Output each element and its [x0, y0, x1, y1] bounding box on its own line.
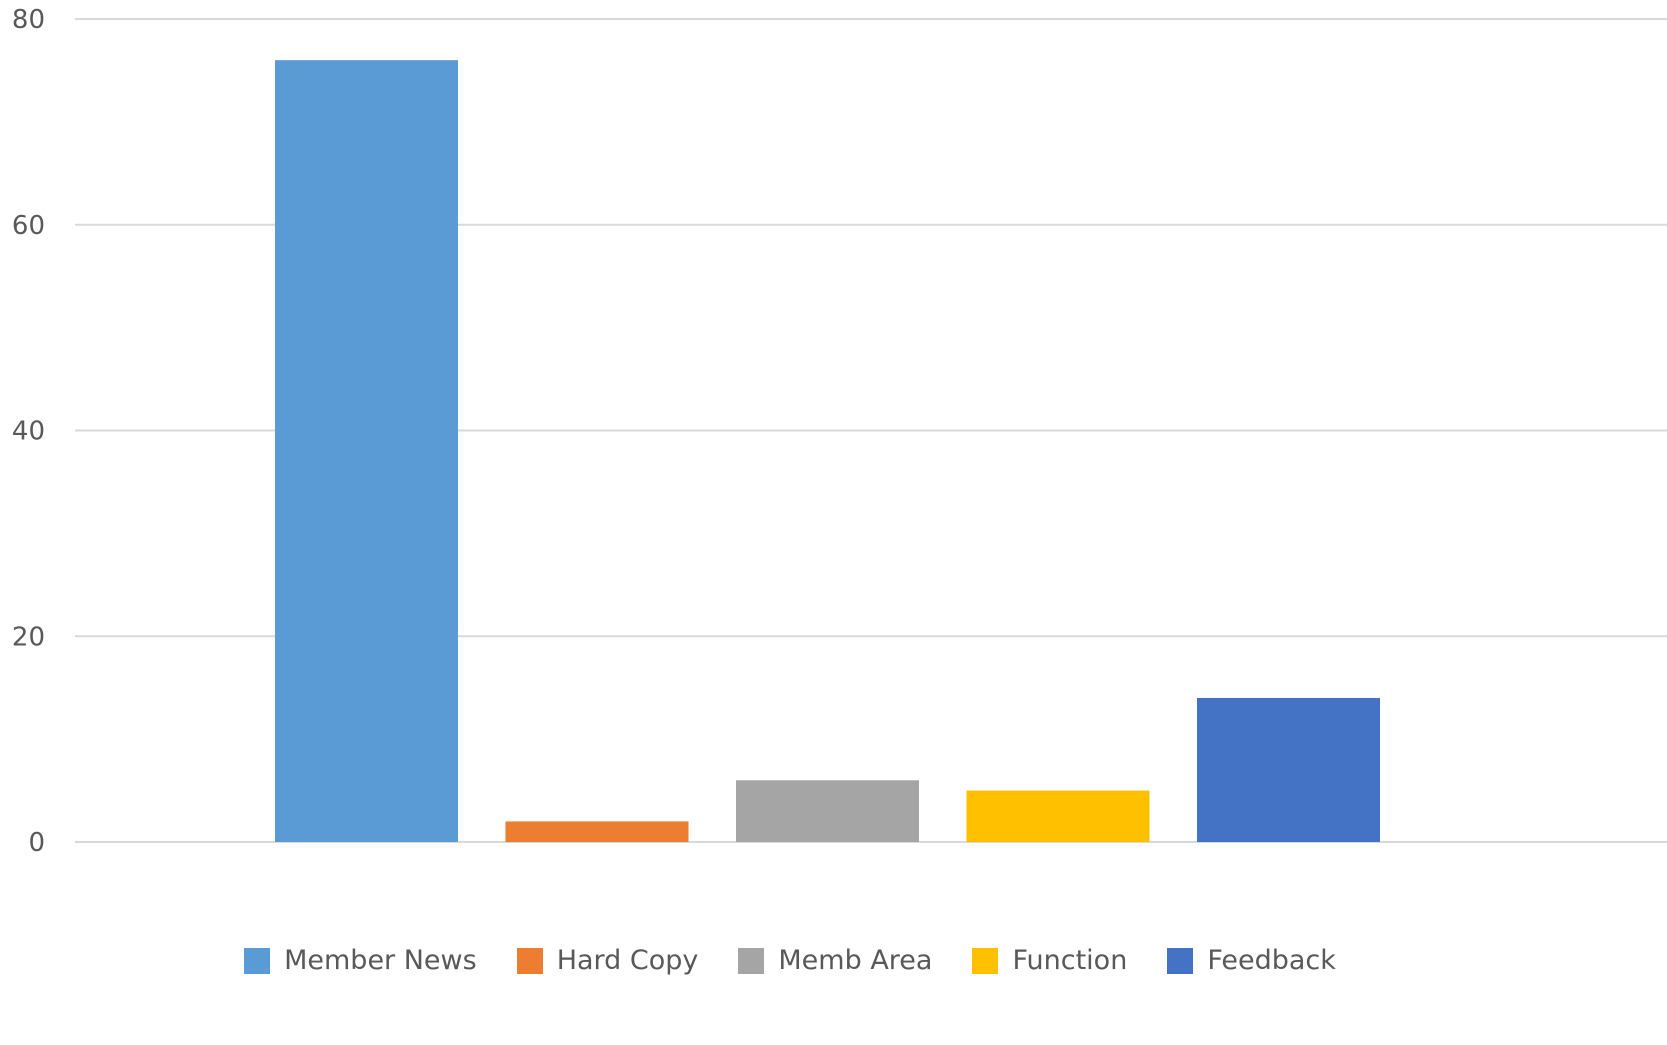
bar-hard-copy: [505, 821, 689, 842]
chart-legend: Member News Hard Copy Memb Area Function Fee…: [0, 945, 1580, 976]
y-tick-label: 0: [28, 828, 45, 858]
legend-label: Memb Area: [778, 945, 933, 976]
legend-label: Hard Copy: [556, 945, 699, 976]
y-tick-label: 40: [12, 417, 45, 447]
legend-item-memb-area: Memb Area: [738, 945, 932, 976]
y-tick-label: 20: [12, 622, 45, 652]
chart-plot-area: 0 20 40 60 80: [12, 5, 1667, 858]
bar-function: [966, 790, 1150, 842]
legend-swatch: [244, 947, 271, 974]
legend-item-hard-copy: Hard Copy: [516, 945, 699, 976]
legend-swatch: [516, 947, 543, 974]
legend-swatch: [738, 947, 765, 974]
y-tick-label: 80: [12, 5, 45, 35]
legend-label: Feedback: [1207, 945, 1336, 976]
bar-feedback: [1197, 697, 1380, 842]
legend-swatch: [1167, 947, 1194, 974]
legend-item-feedback: Feedback: [1167, 945, 1336, 976]
legend-label: Member News: [284, 945, 477, 976]
y-tick-label: 60: [12, 211, 45, 241]
bar-member-news: [275, 60, 458, 842]
y-axis-ticks: 0 20 40 60 80: [12, 5, 45, 858]
bars: [275, 60, 1380, 842]
legend-item-function: Function: [972, 945, 1127, 976]
legend-swatch: [972, 947, 999, 974]
legend-label: Function: [1012, 945, 1128, 976]
bar-memb-area: [736, 780, 919, 842]
legend-item-member-news: Member News: [244, 945, 477, 976]
